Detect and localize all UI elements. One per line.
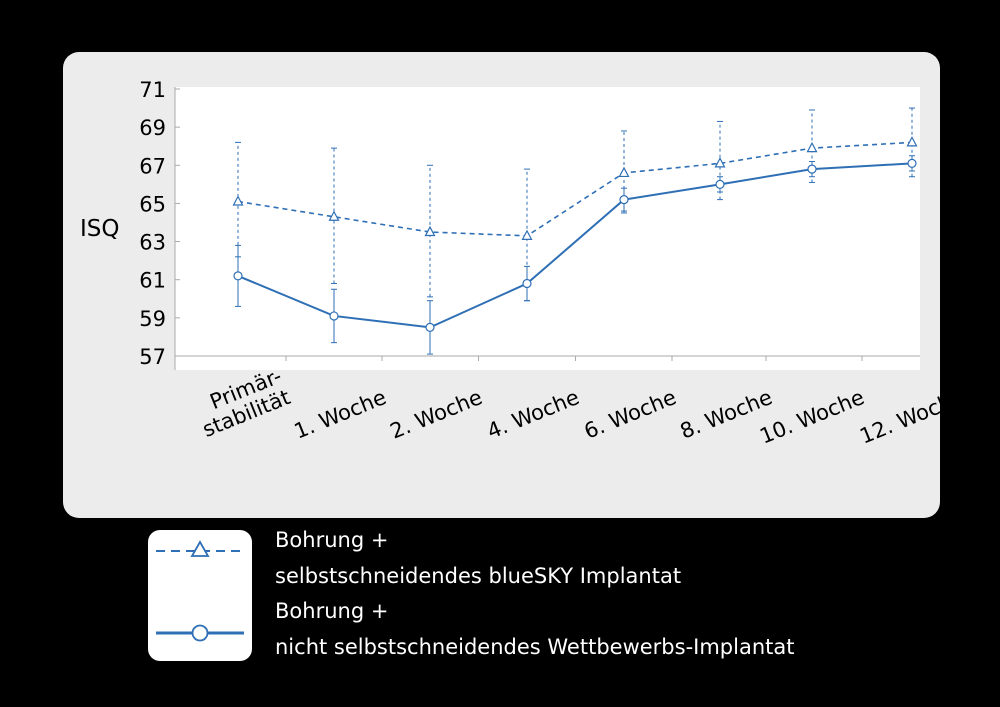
data-point-circle [329,311,339,321]
legend-entry-2-line-1: Bohrung + [275,599,389,623]
data-point-circle [522,278,532,289]
y-tick-label: 67 [139,154,166,178]
data-point-circle [233,271,243,281]
y-tick-label: 65 [139,192,166,216]
x-tick-label: 4. Woche [484,385,583,444]
data-point-circle [425,322,435,332]
data-point-circle [907,158,917,168]
x-tick-label: 10. Woche [756,385,867,449]
data-point-triangle [328,210,340,221]
data-point-triangle [714,157,726,168]
series-competitor [233,155,917,355]
x-tick-label: 12. Woche [856,385,967,449]
data-point-circle [619,195,629,205]
series-line [237,162,913,329]
legend-entry-2-line-2: nicht selbstschneidendes Wettbewerbs-Imp… [275,635,795,659]
plot-area [175,87,920,370]
legend-entry-1-line-2: selbstschneidendes blueSKY Implantat [275,564,682,588]
data-point-circle [807,164,817,174]
x-tick-label: 6. Woche [581,385,680,444]
data-point-triangle [906,136,918,147]
x-tick-label: 2. Woche [387,385,486,444]
data-point-circle [715,179,725,189]
series-blue_sky [232,107,918,302]
legend-symbols [156,540,244,642]
legend-key-box [148,530,252,661]
data-series [232,107,918,355]
y-axis-label: ISQ [80,216,120,242]
data-point-triangle [232,195,244,206]
y-tick-label: 57 [139,345,166,369]
legend-entry-1-line-1: Bohrung + [275,528,389,552]
y-tick-labels: 57 59 61 63 65 67 69 71 [139,78,180,369]
legend-triangle-icon [190,540,210,557]
y-tick-label: 71 [139,78,166,102]
data-point-triangle [521,229,533,240]
x-tick-label: 1. Woche [291,385,390,444]
data-point-triangle [618,166,630,178]
y-tick-label: 59 [139,307,166,331]
y-tick-label: 63 [139,231,166,255]
y-tick-label: 61 [139,269,166,293]
data-point-triangle [806,141,818,153]
y-tick-label: 69 [139,116,166,140]
data-point-triangle [424,225,436,237]
legend-circle-icon [191,624,209,642]
